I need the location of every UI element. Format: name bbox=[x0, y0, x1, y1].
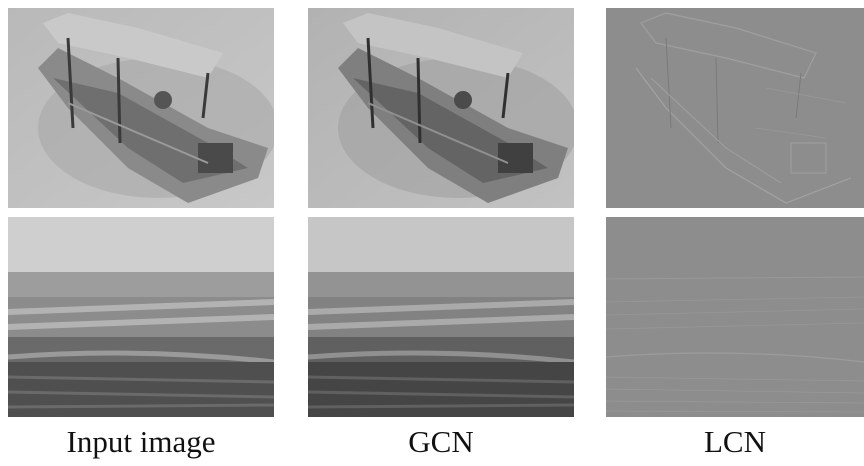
caption-input-image: Input image bbox=[66, 424, 216, 459]
gcn-boat-image bbox=[308, 8, 574, 208]
caption-gcn: GCN bbox=[408, 424, 474, 459]
lcn-boat-image bbox=[606, 8, 864, 208]
gcn-landscape-image bbox=[308, 217, 574, 417]
input-landscape-image bbox=[8, 217, 274, 417]
lcn-landscape-image bbox=[606, 217, 864, 417]
caption-lcn: LCN bbox=[704, 424, 766, 459]
input-boat-image bbox=[8, 8, 274, 208]
